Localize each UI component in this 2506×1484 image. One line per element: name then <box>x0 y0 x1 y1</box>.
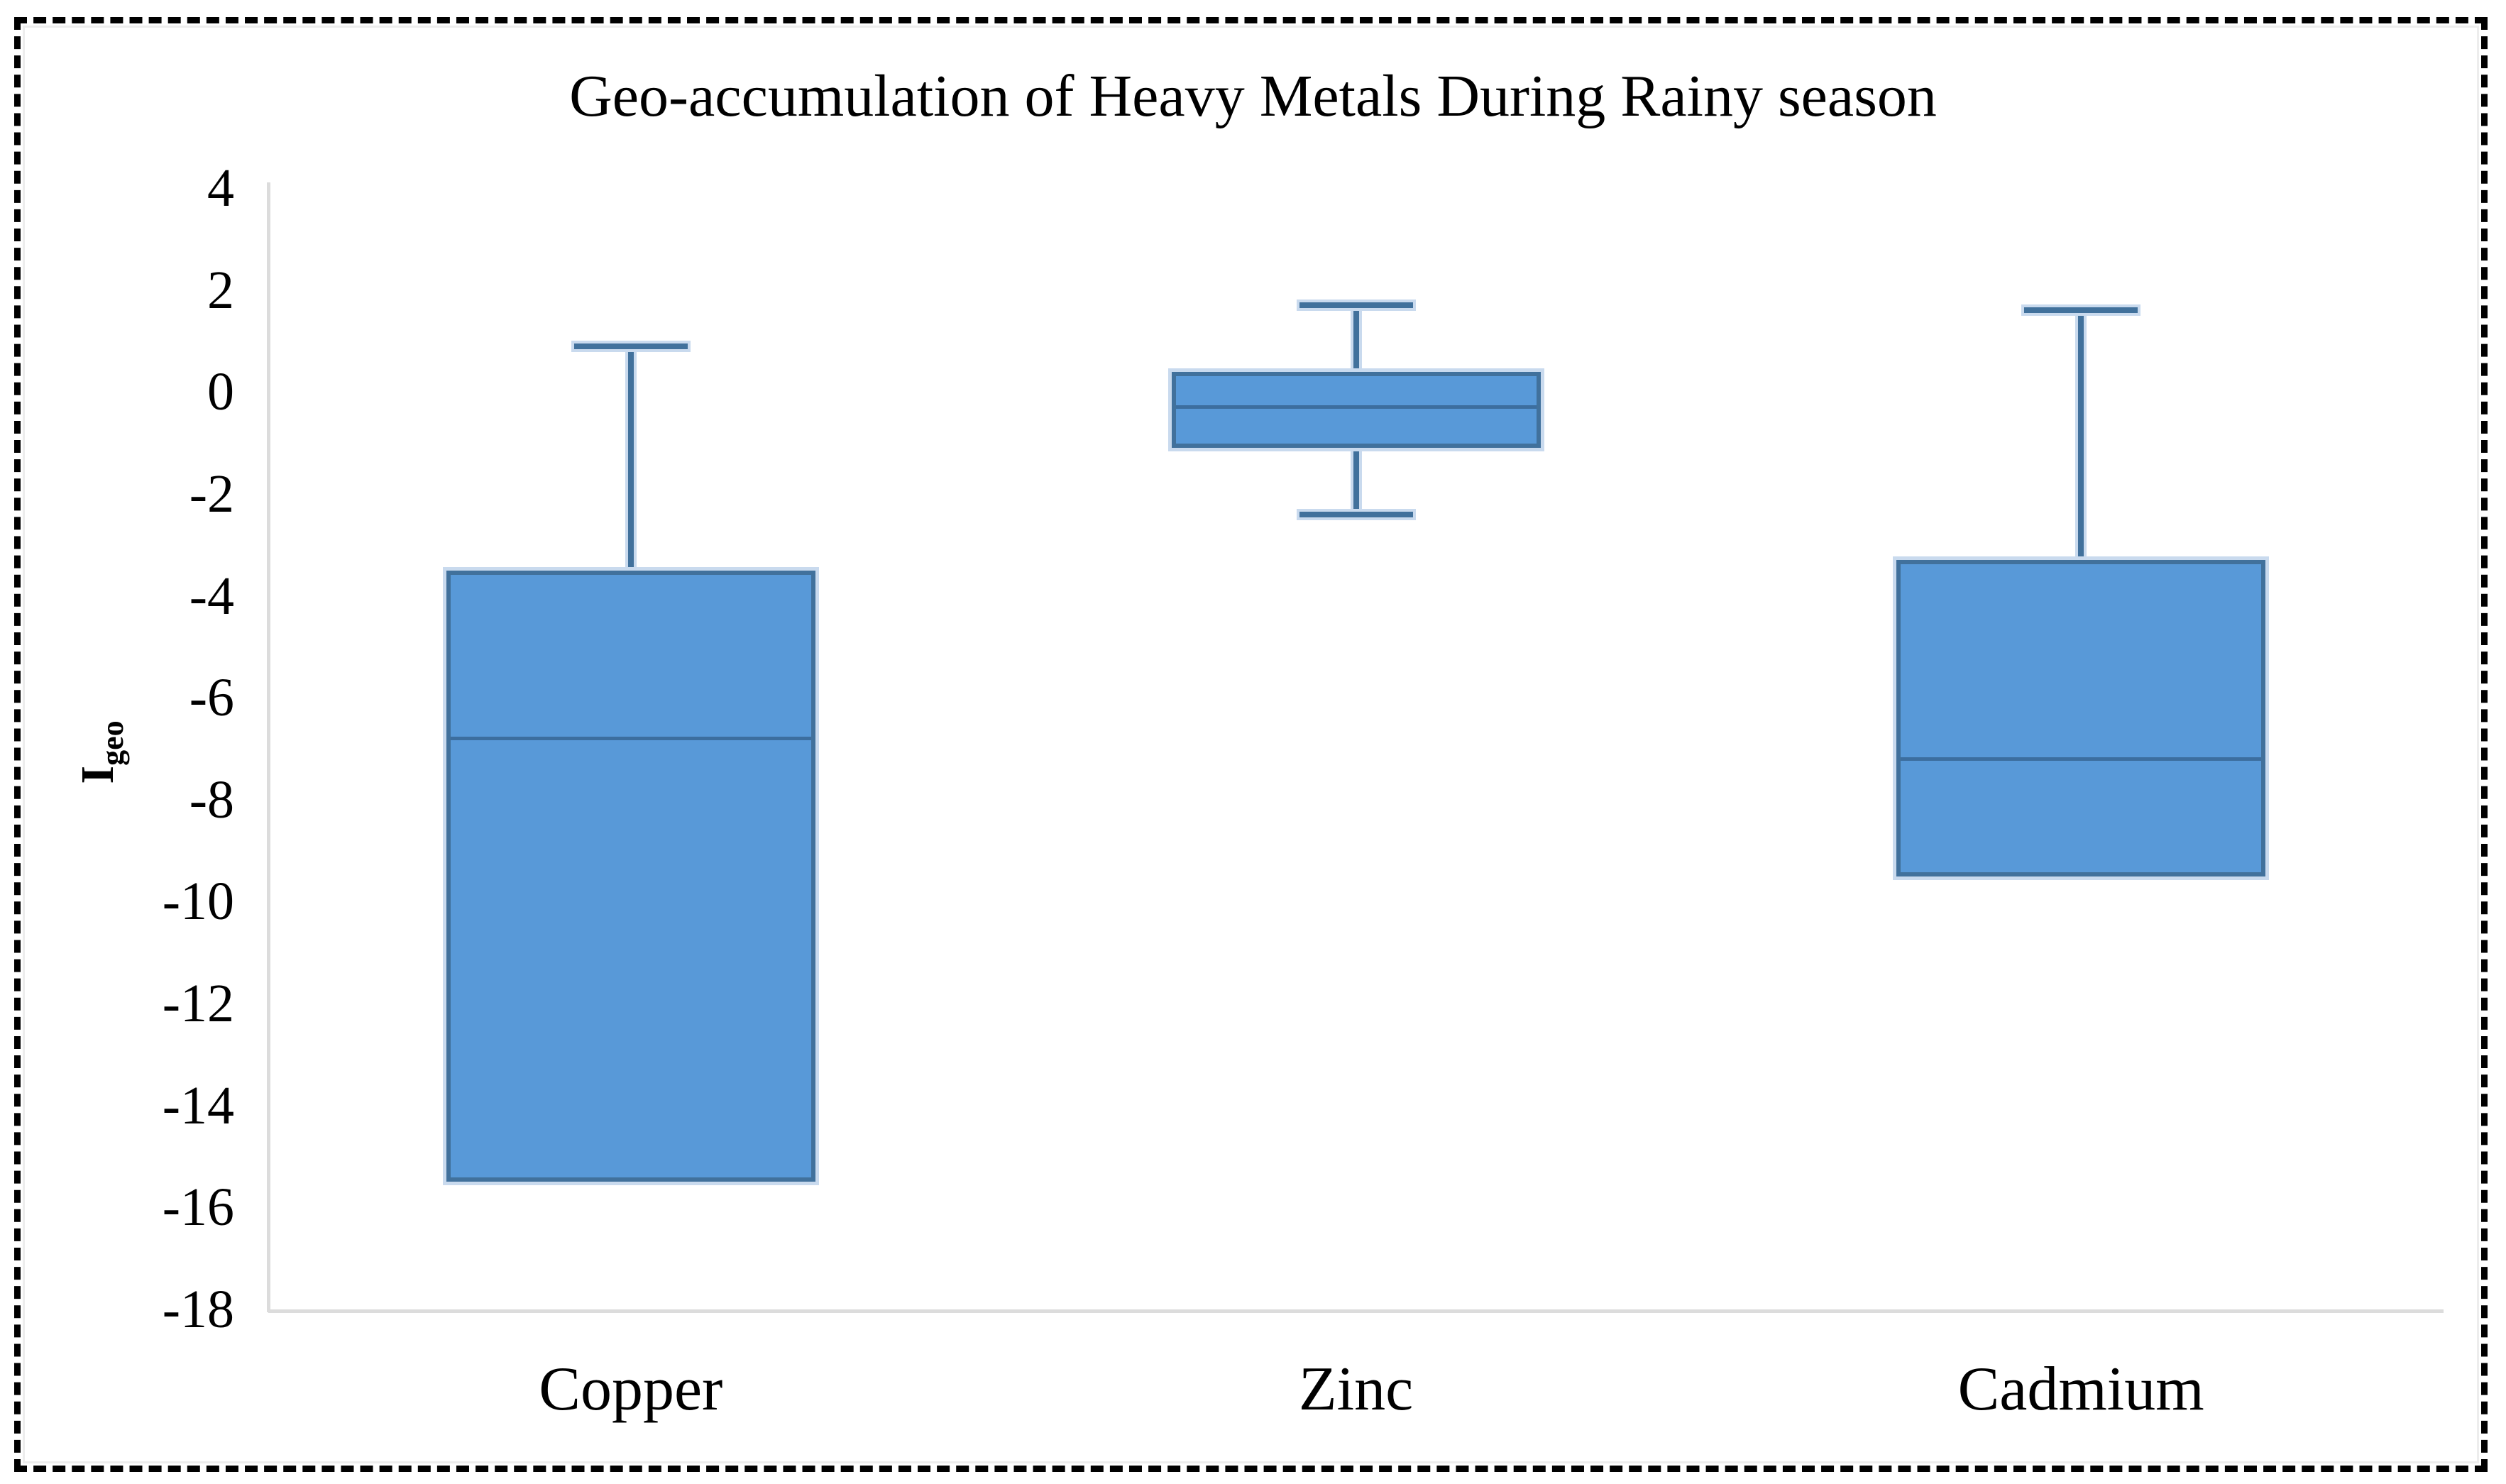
y-tick-label: -2 <box>189 463 234 524</box>
chart-border <box>14 17 2488 1472</box>
whisker-cap <box>1299 511 1413 517</box>
whisker-line <box>2078 310 2084 561</box>
x-category-label: Zinc <box>1298 1355 1414 1424</box>
y-tick-label: -8 <box>189 769 234 830</box>
whisker-line <box>1353 448 1359 515</box>
median-line <box>450 737 811 741</box>
median-line <box>1901 757 2262 761</box>
whisker-cap <box>2024 307 2138 314</box>
median-line <box>1175 405 1537 410</box>
box-copper <box>446 570 815 1182</box>
x-category-label: Copper <box>539 1355 723 1424</box>
y-tick-label: 4 <box>207 158 234 218</box>
y-tick-label: -18 <box>162 1280 234 1339</box>
y-tick-label: 0 <box>207 362 234 422</box>
x-category-label: Cadmium <box>1957 1355 2204 1424</box>
whisker-line <box>627 346 634 571</box>
whisker-cap <box>1299 302 1413 309</box>
y-tick-label: -16 <box>162 1177 234 1238</box>
y-axis-line <box>267 182 270 1312</box>
box-zinc <box>1171 371 1541 449</box>
box-cadmium <box>1896 560 2266 876</box>
whisker-cap <box>573 343 688 349</box>
y-tick-label: -10 <box>162 872 234 932</box>
x-axis-line <box>268 1309 2444 1313</box>
y-tick-label: -14 <box>162 1075 234 1136</box>
y-tick-label: 2 <box>207 260 234 320</box>
whisker-line <box>1353 305 1359 372</box>
y-tick-label: -6 <box>189 668 234 728</box>
y-tick-label: -12 <box>162 974 234 1034</box>
chart-title: Geo-accumulation of Heavy Metals During … <box>569 63 1937 129</box>
y-tick-label: -4 <box>189 566 234 626</box>
